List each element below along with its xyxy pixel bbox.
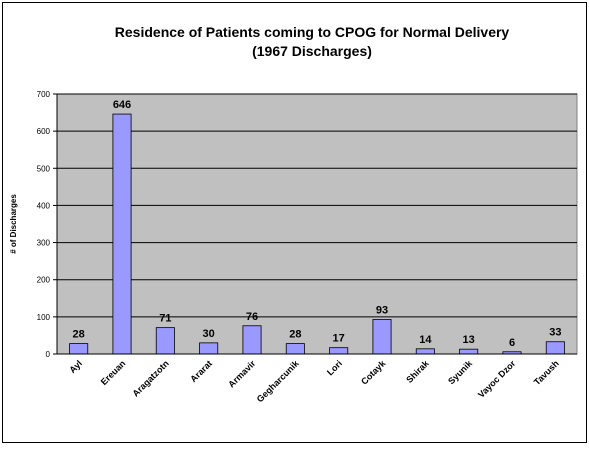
y-tick-label: 500 <box>37 164 51 173</box>
y-tick-label: 200 <box>37 276 51 285</box>
data-label: 17 <box>333 333 345 345</box>
bar <box>459 348 479 355</box>
data-label: 14 <box>419 334 432 346</box>
y-tick-label: 0 <box>46 350 51 359</box>
data-label: 93 <box>376 304 388 316</box>
data-label: 76 <box>246 311 258 323</box>
data-label: 28 <box>289 329 301 341</box>
data-label: 646 <box>113 99 131 111</box>
data-label: 28 <box>73 329 85 341</box>
bar <box>415 348 435 355</box>
y-tick-label: 400 <box>37 201 51 210</box>
y-axis-label: # of Discharges <box>9 194 18 254</box>
bar <box>155 327 175 355</box>
data-label: 33 <box>549 327 561 339</box>
y-tick-label: 100 <box>37 313 51 322</box>
bar <box>112 113 132 355</box>
bar <box>545 341 565 355</box>
y-tick-label: 300 <box>37 239 51 248</box>
y-tick-label: 600 <box>37 127 51 136</box>
chart-subtitle: (1967 Discharges) <box>252 43 372 59</box>
data-label: 71 <box>159 313 171 325</box>
data-label: 30 <box>203 328 215 340</box>
bar <box>242 325 262 355</box>
bar <box>199 342 219 355</box>
y-tick-label: 700 <box>37 90 51 99</box>
chart-title: Residence of Patients coming to CPOG for… <box>115 24 510 40</box>
bar <box>285 343 305 355</box>
bar <box>69 343 89 355</box>
data-label: 13 <box>463 334 475 346</box>
data-label: 6 <box>509 337 515 349</box>
plot-area <box>56 93 578 355</box>
bar <box>372 319 392 355</box>
bar <box>329 347 349 355</box>
